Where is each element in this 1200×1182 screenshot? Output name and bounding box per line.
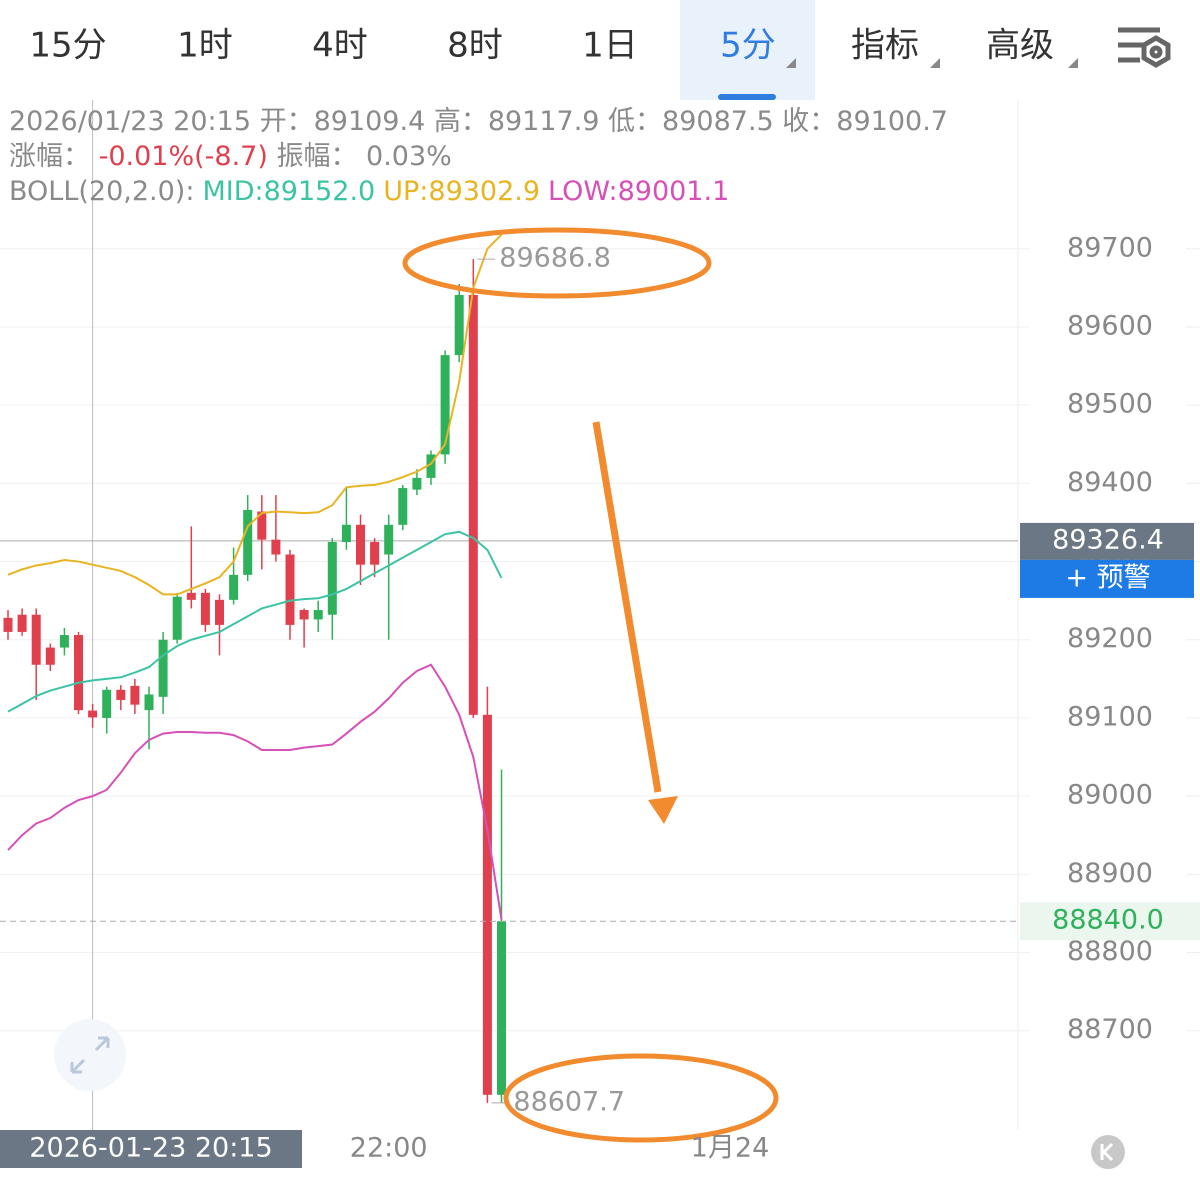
boll-label: BOLL(20,2.0): [9,176,195,207]
min-marker: 88607.7 [513,1086,625,1117]
candle-body [102,689,112,718]
y-tick-label: 89400 [1067,467,1153,498]
candle-body [88,710,98,718]
candle-body [3,617,13,632]
tab[interactable]: 高级 [986,26,1054,66]
y-tick-label: 89100 [1067,701,1153,732]
info-panel: 2026/01/23 20:15 开：89109.4 高：89117.9 低：8… [9,104,948,209]
y-tick-label: 89200 [1067,623,1153,654]
candle-body [384,524,394,555]
candle-body [243,509,253,575]
legend-entry: MID:89152.0 [202,176,376,207]
candle-body [116,689,126,700]
candle-body [482,714,492,1095]
plot: 89686.8 88607.7 88840.0 89326.4 + 预警 [0,100,1200,1130]
boll-line: BOLL(20,2.0): MID:89152.0 UP:89302.9 LOW:89… [9,174,948,209]
tab[interactable]: 1时 [177,26,233,66]
candle-body [45,647,55,665]
tab[interactable]: 4时 [312,26,368,66]
candle-body [454,294,464,356]
dropdown-carets [786,58,1078,68]
candle-body [440,355,450,455]
candle-body [31,614,41,665]
crosshair-date: 2026-01-23 20:15 [29,1133,272,1164]
candle-body [200,592,210,625]
label: 涨幅： [9,141,90,172]
candle-body [370,542,380,565]
boll-line [7,530,503,713]
amplitude-value: 0.03% [366,141,452,172]
alert-button[interactable] [1020,559,1194,598]
last-price-label: 88840.0 [1052,905,1164,936]
candle-body [130,685,140,705]
candle-body [356,524,365,565]
change-line: 涨幅： -0.01%(-8.7) 振幅： 0.03% [9,139,948,174]
tab[interactable]: 15分 [29,26,106,66]
legend-entry: LOW:89001.1 [548,176,730,207]
alert-button-label: + 预警 [1065,562,1150,593]
y-tick-label: 89000 [1067,780,1153,811]
last-price-bg [1020,902,1200,941]
candle-body [186,592,196,600]
y-tick-label: 88900 [1067,858,1153,889]
ohlc-line: 2026/01/23 20:15 开：89109.4 高：89117.9 低：8… [9,106,948,137]
x-tick-label: 22:00 [350,1133,428,1164]
y-tick-label: 89500 [1067,389,1153,420]
label: 振幅： [276,141,358,172]
y-tick-label: 89700 [1067,232,1153,263]
candle-body [497,921,506,1095]
candle-body [172,596,182,640]
candle-body [341,524,351,543]
legend-entry: UP:89302.9 [383,176,541,207]
candle-body [412,477,422,490]
scroll-end-icon [1100,1142,1114,1162]
candle-body [313,610,323,620]
date-label-bg [0,1130,302,1168]
arrow-head [648,796,678,824]
tab[interactable]: 5分 [720,26,776,66]
boll-line [7,663,503,920]
candle-body [257,511,267,540]
crosshair-price-bg [1020,522,1194,560]
crosshair-price-label: 89326.4 [1052,524,1164,555]
highlight-ellipse [503,1053,779,1143]
candle-body [426,454,436,478]
zoom-icon [70,1036,110,1074]
y-tick-label: 88700 [1067,1014,1153,1045]
candle-body [215,599,224,625]
tab[interactable]: 指标 [851,26,919,66]
candle-body [229,574,239,600]
y-tick-label: 88800 [1067,936,1153,967]
highlight-ellipse [402,227,712,299]
tabs: 15分 1时 4时 8时 1日 5分 指标 高级 [29,26,1054,66]
candle-body [271,539,281,555]
candle-body [327,542,337,615]
x-tick-label: 1月24 [691,1133,770,1164]
tab[interactable]: 8时 [447,26,503,66]
candle-body [285,554,295,625]
scroll-end-button[interactable] [1091,1135,1125,1169]
candle-body [17,614,27,632]
arrow [592,421,662,793]
settings-icon[interactable] [1118,27,1171,68]
candle-body [398,488,408,525]
max-marker: 89686.8 [499,243,611,274]
y-tick-label: 89600 [1067,310,1153,341]
boll-line [7,234,503,596]
candle-body [468,294,478,715]
selected-tab-bg [680,0,815,100]
change-value: -0.01%(-8.7) [98,141,268,172]
candle-body [144,694,154,711]
tab[interactable]: 1日 [582,26,638,66]
tab-underline [718,94,776,100]
candle-body [74,635,83,711]
candle-body [59,635,69,648]
candle-body [158,639,168,697]
zoom-button[interactable] [54,1019,126,1091]
candle-body [299,610,309,620]
